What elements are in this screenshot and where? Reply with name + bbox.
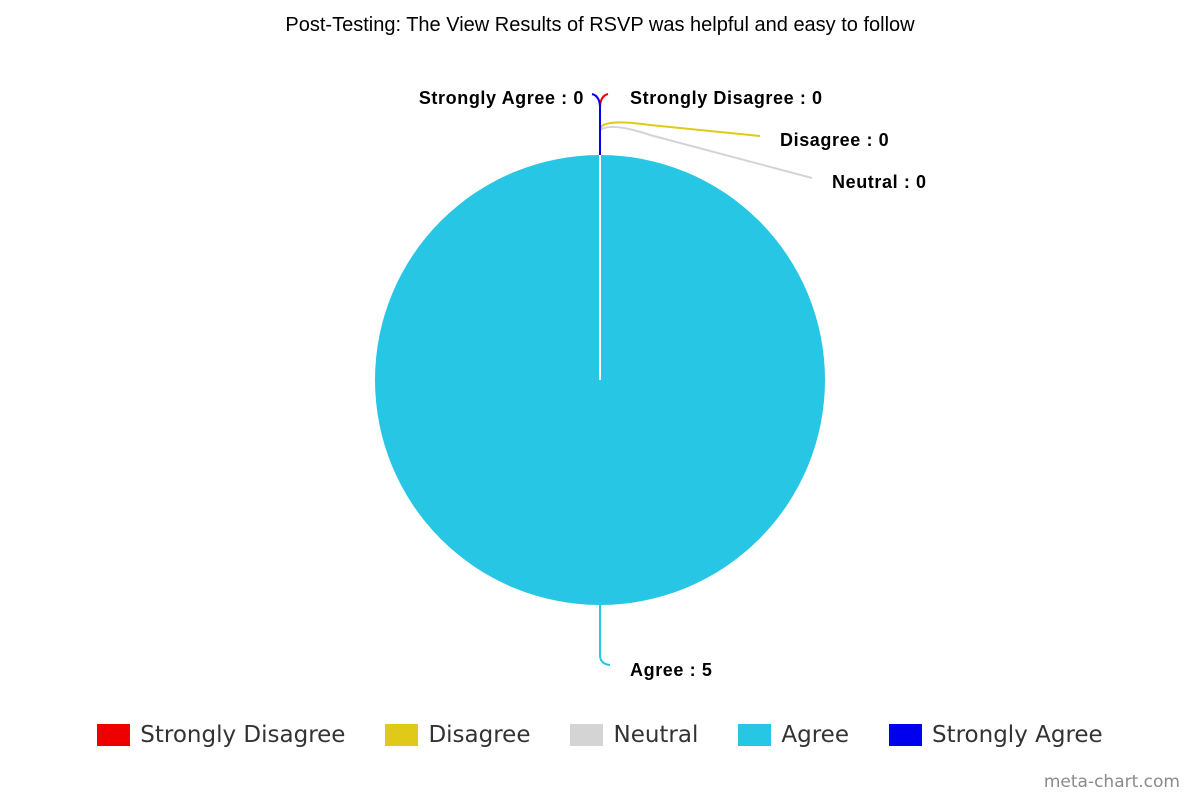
data-label-disagree: Disagree : 0 (780, 130, 889, 150)
leader-line-agree (599, 605, 611, 666)
legend-item-agree: Agree (738, 722, 849, 748)
chart-title: Post-Testing: The View Results of RSVP w… (285, 14, 915, 36)
legend-item-strongly-agree: Strongly Agree (888, 722, 1103, 748)
legend-item-neutral: Neutral (570, 722, 698, 748)
legend-label: Disagree (428, 722, 531, 748)
legend-item-disagree: Disagree (385, 722, 530, 748)
leader-line-disagree (599, 121, 761, 137)
legend-label: Strongly Agree (931, 722, 1103, 748)
legend-swatch (570, 724, 604, 746)
leader-line-strongly-agree (591, 93, 601, 155)
data-label-strongly-disagree: Strongly Disagree : 0 (630, 88, 823, 108)
legend-label: Agree (781, 722, 849, 748)
legend-item-strongly-disagree: Strongly Disagree (97, 722, 345, 748)
data-label-agree: Agree : 5 (630, 660, 712, 680)
legend-swatch (888, 724, 922, 746)
data-label-strongly-agree: Strongly Agree : 0 (419, 88, 584, 108)
watermark: meta-chart.com (1043, 772, 1180, 792)
legend-swatch (97, 724, 131, 746)
legend-swatch (385, 724, 419, 746)
leader-line-neutral (599, 125, 813, 179)
data-label-neutral: Neutral : 0 (832, 172, 927, 192)
chart-legend: Strongly Disagree Disagree Neutral Agree Str… (0, 722, 1200, 748)
legend-swatch (738, 724, 772, 746)
legend-label: Strongly Disagree (140, 722, 346, 748)
legend-label: Neutral (613, 722, 699, 748)
